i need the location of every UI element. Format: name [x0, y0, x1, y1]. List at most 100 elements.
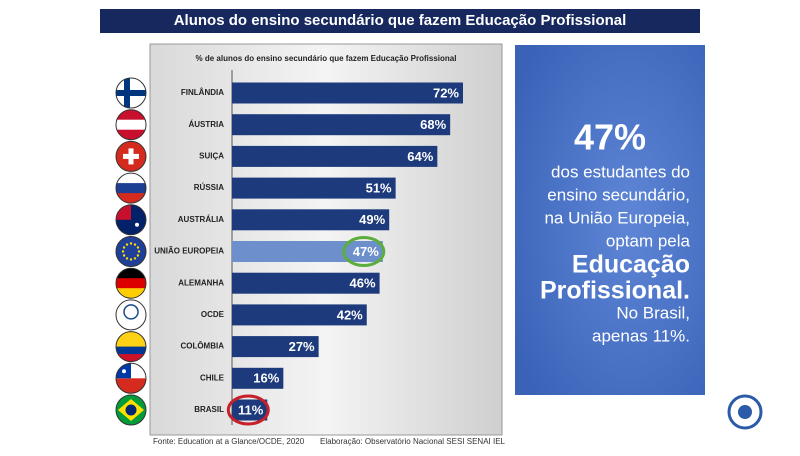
value-label: 46% [350, 276, 376, 291]
chart-title: Alunos do ensino secundário que fazem Ed… [174, 12, 627, 29]
flag-border [115, 331, 147, 363]
flag [116, 173, 146, 204]
flag-stripe [116, 173, 146, 184]
flags [115, 77, 147, 426]
flag [116, 395, 146, 425]
category-label: COLÔMBIA [180, 342, 224, 351]
flag-stripe [116, 236, 146, 267]
chart-subtitle: % de alunos do ensino secundário que faz… [196, 54, 457, 63]
flag-border [115, 204, 147, 236]
flag-border [115, 172, 147, 204]
flag-star [135, 222, 139, 227]
category-label: UNIÃO EUROPEIA [154, 247, 224, 256]
flag-border [115, 140, 147, 172]
flag-star [133, 257, 137, 260]
value-label: 72% [433, 85, 459, 100]
category-label: RÚSSIA [194, 183, 224, 192]
source: Fonte: Education at a Glance/OCDE, 2020 [153, 437, 305, 446]
flag-stripe [116, 339, 146, 348]
flag-star [122, 254, 126, 257]
flag-stripe [116, 346, 146, 355]
bar [232, 177, 396, 199]
flag-star [125, 243, 129, 246]
flag-stripe [116, 268, 146, 279]
flag-stripe [116, 354, 146, 362]
flag-star [129, 258, 133, 261]
flag [116, 141, 146, 172]
flag-ring [123, 304, 139, 320]
value-label: 11% [238, 402, 264, 417]
flag-border [115, 267, 147, 299]
flag-stripe [116, 183, 146, 194]
flag-stripe [116, 278, 146, 289]
flag-border [115, 236, 147, 267]
callout-panel [515, 45, 705, 395]
flag-star [122, 246, 126, 249]
title-banner [100, 9, 700, 33]
flag-star [121, 250, 125, 253]
category-label: BRASIL [194, 405, 224, 414]
flag-star [133, 243, 137, 246]
category-label: ÁUSTRIA [188, 120, 224, 129]
value-label: 16% [253, 371, 279, 386]
flag [116, 299, 146, 330]
highlight-ring [226, 394, 270, 426]
chart-panel [149, 43, 503, 436]
flag [116, 78, 146, 108]
callout-line: optam pela [606, 231, 691, 250]
flag-star [136, 246, 140, 249]
bar [232, 399, 268, 421]
flag-star [129, 242, 133, 245]
flag [116, 268, 146, 299]
flag [116, 331, 146, 362]
category-label: FINLÂNDIA [181, 88, 224, 97]
bar [232, 367, 284, 389]
flag-star [125, 257, 129, 260]
flag-border [115, 77, 147, 109]
flag-border [115, 299, 147, 331]
callout-headline: 47% [574, 117, 646, 158]
value-label: 42% [337, 307, 363, 322]
flag-stripe [116, 119, 146, 131]
highlight-ring [342, 236, 386, 267]
value-label: 49% [359, 212, 385, 227]
callout-line: ensino secundário, [547, 185, 690, 204]
bar [232, 145, 438, 167]
category-label: CHILE [200, 373, 225, 382]
flag-stripe [116, 193, 146, 204]
flag [116, 109, 146, 140]
value-label: 64% [407, 149, 433, 164]
flag [116, 236, 146, 267]
flag-border [115, 362, 147, 394]
callout-footer: No Brasil, [616, 303, 690, 322]
callout-line: na União Europeia, [544, 208, 690, 227]
category-label: ALEMANHA [178, 278, 224, 287]
bar [232, 304, 367, 326]
bar [232, 114, 451, 136]
flag-cross [116, 90, 146, 96]
category-label: OCDE [201, 310, 225, 319]
flag-star [136, 254, 140, 257]
value-label: 68% [420, 117, 446, 132]
flag-border [115, 109, 147, 141]
callout-footer: apenas 11%. [592, 326, 690, 345]
bar [232, 82, 463, 104]
credit: Elaboração: Observatório Nacional SESI S… [320, 437, 506, 446]
value-label: 51% [366, 181, 392, 196]
flag-stripe [116, 109, 146, 121]
callout-line: dos estudantes do [551, 162, 690, 181]
value-label: 27% [289, 339, 315, 354]
flag-globe [125, 404, 137, 416]
logo [727, 394, 763, 430]
callout-emphasis: Profissional. [540, 277, 690, 305]
value-label: 47% [353, 244, 379, 259]
bar [232, 272, 380, 294]
category-label: SUIÇA [199, 152, 224, 161]
flag-stripe [116, 331, 146, 340]
flag-border [115, 394, 147, 426]
flag-star [137, 250, 141, 253]
flag-star [122, 369, 126, 374]
callout-emphasis: Educação [572, 251, 690, 279]
bar [232, 336, 319, 358]
